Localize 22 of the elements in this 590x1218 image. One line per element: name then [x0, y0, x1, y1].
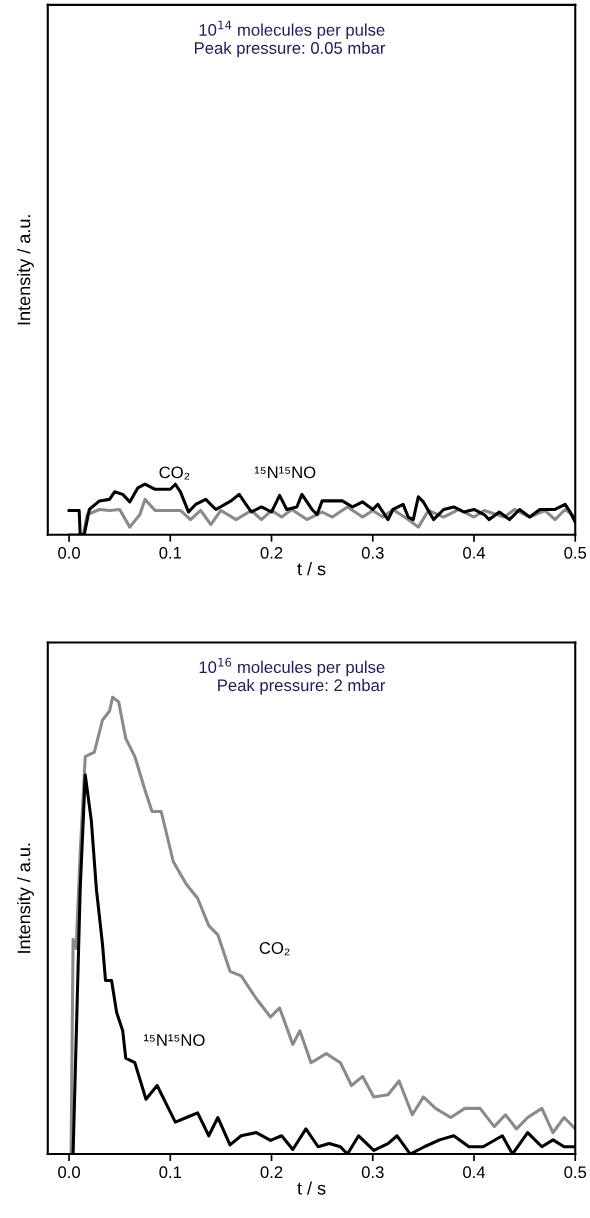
x-tick-label: 0.3 — [361, 546, 384, 559]
text: 10$^{16}$ molecules per pulse Peak pressure: 2 mbar — [199, 657, 386, 695]
y-axis-title: Intensity / a.u. — [17, 215, 34, 325]
x-tick-label: 0.0 — [58, 546, 80, 559]
x-axis-title: t / s — [297, 1181, 326, 1195]
text: ¹⁵N¹⁵NO — [254, 466, 316, 479]
x-tick-label: 0.0 — [58, 1166, 80, 1179]
x-tick-label: 0.2 — [260, 546, 283, 559]
y-axis-title: Intensity / a.u. — [17, 843, 34, 953]
x-tick-label: 0.2 — [260, 1166, 283, 1179]
series-label: CO₂ — [259, 942, 290, 956]
text: CO₂ — [159, 466, 190, 480]
x-tick-label: 0.4 — [463, 546, 486, 559]
x-tick-label: 0.5 — [564, 1166, 587, 1179]
x-tick-label: 0.1 — [159, 1166, 182, 1179]
x-tick-label: 0.4 — [463, 1166, 486, 1179]
series-label: ¹⁵N¹⁵NO — [144, 1034, 205, 1046]
x-tick-label: 0.3 — [361, 1166, 384, 1179]
x-tick-label: 0.5 — [564, 546, 587, 559]
x-tick-label: 0.1 — [159, 546, 182, 559]
text: 10$^{14}$ molecules per pulse Peak pressure: 0.05 mbar — [194, 20, 386, 58]
x-axis-title: t / s — [297, 562, 326, 576]
